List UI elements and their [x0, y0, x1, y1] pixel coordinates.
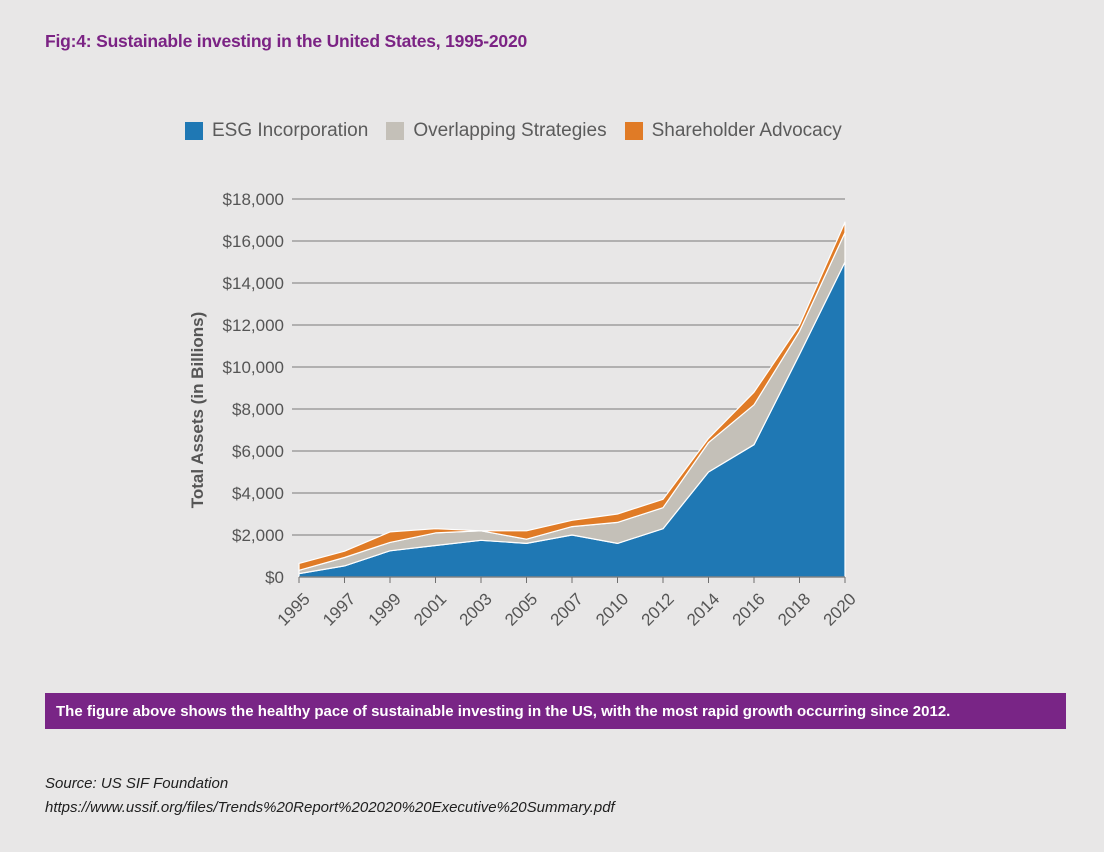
y-tick-label: $6,000	[232, 442, 284, 461]
legend-item-esg: ESG Incorporation	[185, 120, 368, 142]
x-tick-label: 2020	[820, 589, 860, 629]
y-tick-label: $8,000	[232, 400, 284, 419]
y-tick-label: $14,000	[223, 274, 284, 293]
x-tick-label: 2001	[410, 589, 450, 629]
x-tick-label: 2010	[592, 589, 632, 629]
legend-label-esg: ESG Incorporation	[212, 120, 369, 141]
y-tick-label: $0	[265, 568, 284, 587]
legend-swatch-esg	[185, 122, 203, 140]
x-tick-label: 2014	[683, 589, 723, 629]
y-tick-label: $4,000	[232, 484, 284, 503]
chart-legend: ESG Incorporation Overlapping Strategies…	[185, 120, 860, 142]
y-tick-label: $16,000	[223, 232, 284, 251]
legend-label-advocacy: Shareholder Advocacy	[651, 120, 842, 141]
x-tick-label: 2012	[638, 589, 678, 629]
x-tick-label: 2018	[774, 589, 814, 629]
figure-title: Fig:4: Sustainable investing in the Unit…	[45, 31, 528, 51]
x-tick-label: 1997	[319, 589, 359, 629]
legend-item-overlapping: Overlapping Strategies	[386, 120, 607, 142]
y-tick-label: $18,000	[223, 190, 284, 209]
area-advocacy	[298, 221, 846, 571]
y-tick-label: $2,000	[232, 526, 284, 545]
legend-swatch-overlapping	[386, 122, 405, 140]
x-tick-label: 2003	[456, 589, 496, 629]
source-line: Source: US SIF Foundation	[45, 775, 229, 792]
y-axis-title: Total Assets (in Billions)	[188, 312, 207, 508]
x-tick-label: 2007	[547, 589, 587, 629]
x-tick-label: 2016	[729, 589, 769, 629]
source-block: Source: US SIF Foundation https://www.us…	[45, 772, 615, 820]
caption-text: The figure above shows the healthy pace …	[56, 702, 951, 720]
caption-bar: The figure above shows the healthy pace …	[45, 693, 1066, 729]
legend-item-advocacy: Shareholder Advocacy	[624, 120, 842, 142]
x-tick-label: 1995	[274, 589, 314, 629]
x-tick-label: 2005	[501, 589, 541, 629]
y-tick-label: $12,000	[223, 316, 284, 335]
legend-label-overlapping: Overlapping Strategies	[413, 120, 607, 141]
x-tick-label: 1999	[365, 589, 405, 629]
y-tick-label: $10,000	[223, 358, 284, 377]
legend-swatch-advocacy	[624, 122, 643, 140]
source-url[interactable]: https://www.ussif.org/files/Trends%20Rep…	[45, 799, 615, 816]
